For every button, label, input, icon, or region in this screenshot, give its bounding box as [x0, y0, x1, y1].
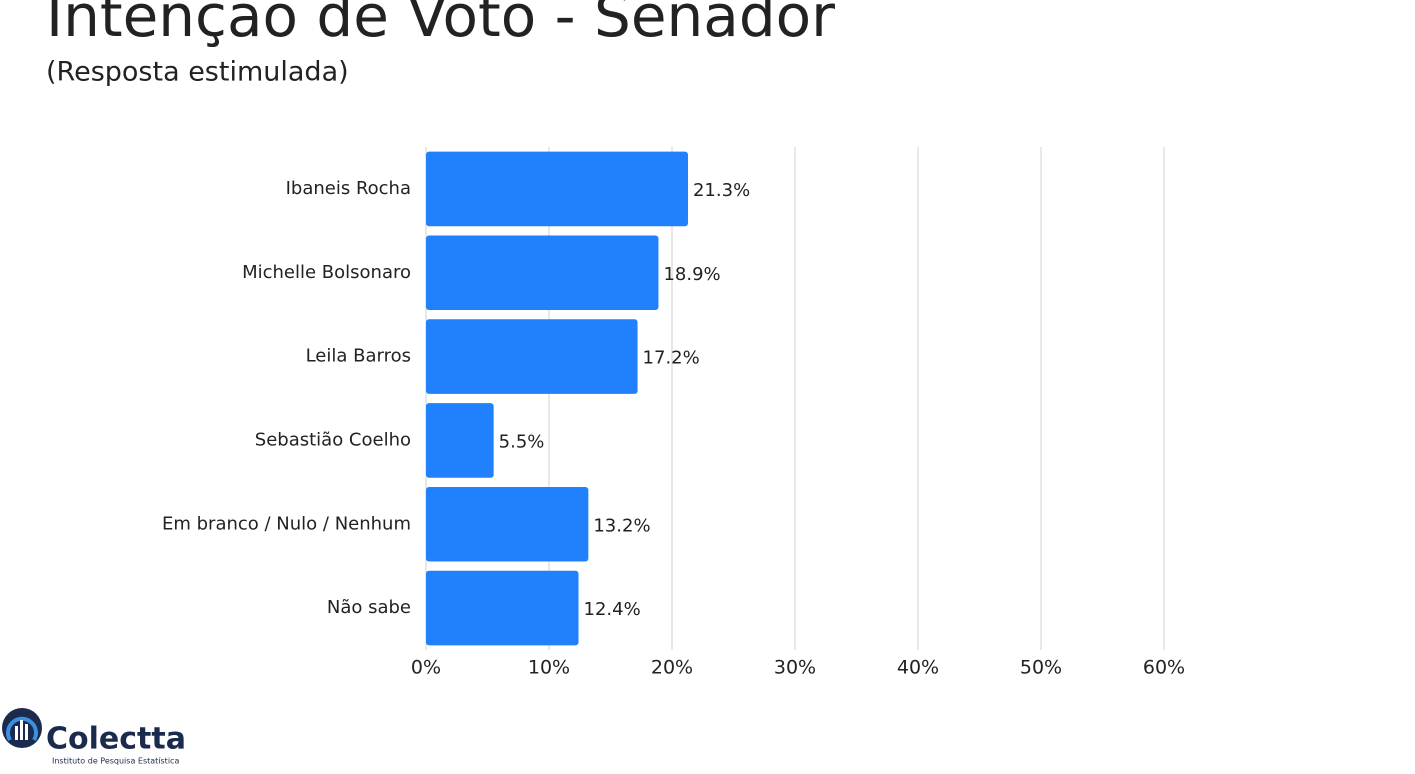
y-tick-label: Sebastião Coelho — [255, 429, 411, 450]
y-tick-label: Ibaneis Rocha — [286, 178, 411, 199]
chart-title: Intenção de Voto - Senador — [46, 0, 835, 50]
x-tick-label: 40% — [897, 657, 939, 679]
y-tick-label: Não sabe — [327, 597, 411, 618]
y-tick-label: Leila Barros — [306, 346, 411, 367]
bar — [426, 570, 579, 646]
x-tick-label: 10% — [528, 657, 570, 679]
bar — [426, 486, 589, 562]
x-tick-label: 20% — [651, 657, 693, 679]
logo-icon — [2, 708, 42, 748]
x-tick-label: 60% — [1143, 657, 1185, 679]
bar — [426, 151, 688, 227]
bar — [426, 403, 494, 478]
value-label: 17.2% — [643, 348, 700, 369]
value-label: 12.4% — [584, 599, 641, 620]
chart-subtitle: (Resposta estimulada) — [46, 57, 349, 88]
value-label: 18.9% — [663, 264, 720, 285]
logo-tagline: Instituto de Pesquisa Estatística — [52, 757, 179, 766]
bar — [426, 319, 638, 394]
value-label: 21.3% — [693, 180, 750, 201]
y-tick-label: Em branco / Nulo / Nenhum — [162, 513, 411, 534]
x-tick-label: 0% — [411, 657, 441, 679]
logo-name: Colectta — [46, 722, 186, 757]
x-tick-label: 50% — [1020, 657, 1062, 679]
value-label: 5.5% — [499, 431, 545, 452]
x-tick-label: 30% — [774, 657, 816, 679]
value-label: 13.2% — [593, 515, 650, 536]
y-tick-label: Michelle Bolsonaro — [242, 262, 411, 283]
bar — [426, 235, 659, 311]
